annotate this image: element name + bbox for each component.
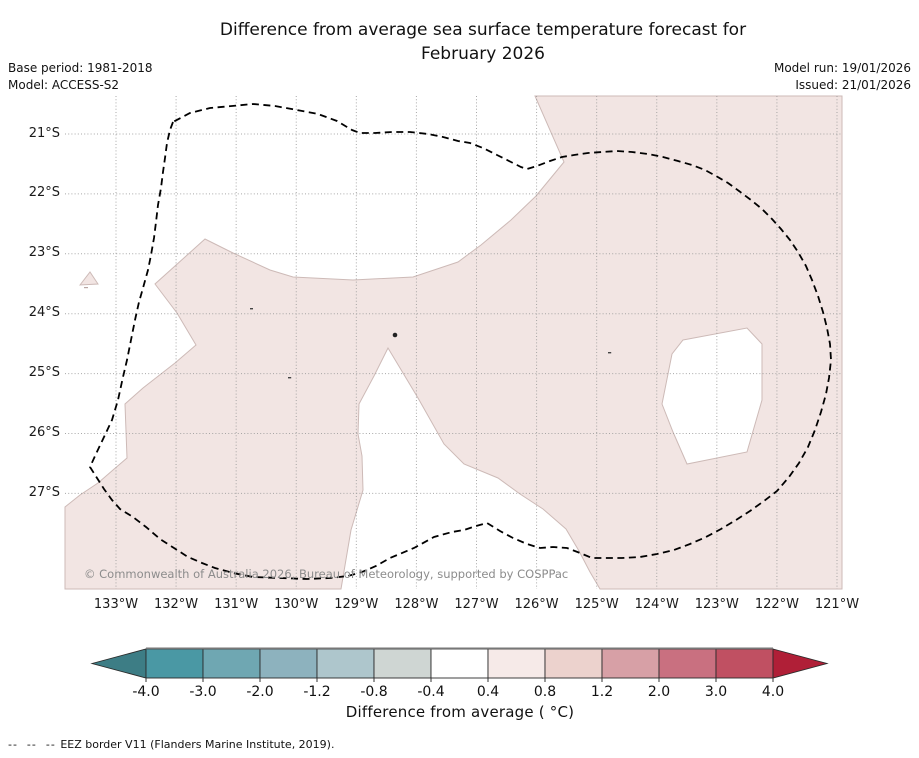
colorbar-title: Difference from average ( °C) xyxy=(345,703,575,721)
colorbar-cell xyxy=(202,648,261,679)
lat-tick-label: 24°S xyxy=(28,305,60,321)
page-title-line1: Difference from average sea surface temp… xyxy=(219,20,747,40)
colorbar-right-arrow xyxy=(772,648,829,679)
colorbar-tick-label: -4.0 xyxy=(132,684,159,700)
run-metadata-left: Base period: 1981-2018 Model: ACCESS-S2 xyxy=(8,60,153,94)
colorbar-tick-label: 1.2 xyxy=(591,684,613,700)
colorbar-tick-label: -0.8 xyxy=(360,684,387,700)
eez-border-line xyxy=(88,103,832,580)
contour-speck xyxy=(392,332,398,338)
model-label: Model: ACCESS-S2 xyxy=(8,78,120,92)
colorbar-tick-label: -3.0 xyxy=(189,684,216,700)
lat-tick-label: 25°S xyxy=(28,365,60,381)
contour-speck xyxy=(288,377,292,379)
anomaly-band-small-triangle xyxy=(78,271,99,286)
colorbar-tick-label: 3.0 xyxy=(705,684,727,700)
contour-speck xyxy=(84,287,88,289)
colorbar-tick-label: 0.4 xyxy=(477,684,499,700)
colorbar-ticks: -4.0 -3.0 -2.0 -1.2 -0.8 -0.4 0.4 0.8 1.2 2.0 3.0 4… xyxy=(132,678,784,700)
model-run-label: Model run: 19/01/2026 xyxy=(773,61,911,75)
colorbar-cell xyxy=(544,648,603,679)
lat-tick-label: 26°S xyxy=(28,425,60,440)
colorbar-tick-label: 4.0 xyxy=(762,684,784,700)
sst-anomaly-map: © Commonwealth of Australia 2026, Bureau… xyxy=(64,95,843,590)
colorbar-cell xyxy=(430,648,489,679)
eez-footnote: -- -- -- EEZ border V11 (Flanders Marine… xyxy=(8,738,334,751)
lon-tick-label: 121°W xyxy=(814,597,860,612)
copyright-text: © Commonwealth of Australia 2026, Bureau… xyxy=(84,567,568,581)
lon-tick-label: 133°W xyxy=(93,597,139,612)
page-title-line2: February 2026 xyxy=(421,43,545,64)
colorbar-tick-label: 2.0 xyxy=(648,684,670,700)
colorbar-cells xyxy=(145,648,774,679)
contour-speck xyxy=(250,308,253,310)
page-title: Difference from average sea surface temp… xyxy=(47,19,919,66)
colorbar-cell xyxy=(145,648,204,679)
issued-label: Issued: 21/01/2026 xyxy=(795,78,911,92)
colorbar: -4.0 -3.0 -2.0 -1.2 -0.8 -0.4 0.4 0.8 1.2 2.0 3.0 4… xyxy=(90,647,829,700)
colorbar-cell xyxy=(487,648,546,679)
colorbar-cell xyxy=(601,648,660,679)
colorbar-cell xyxy=(316,648,375,679)
colorbar-cell xyxy=(259,648,318,679)
lon-tick-label: 132°W xyxy=(153,597,199,612)
colorbar-tick-label: -2.0 xyxy=(246,684,273,700)
base-period-label: Base period: 1981-2018 xyxy=(8,61,153,75)
lon-tick-label: 131°W xyxy=(214,597,259,612)
lon-tick-label: 127°W xyxy=(454,597,499,612)
colorbar-cell xyxy=(658,648,717,679)
colorbar-tick-label: -0.4 xyxy=(417,684,444,700)
colorbar-left-arrow xyxy=(90,648,147,679)
colorbar-tick-label: 0.8 xyxy=(534,684,556,700)
lon-tick-label: 126°W xyxy=(514,597,559,612)
lat-tick-label: 27°S xyxy=(28,484,60,500)
lon-tick-label: 129°W xyxy=(334,597,379,612)
lon-tick-label: 123°W xyxy=(694,597,739,612)
colorbar-cell xyxy=(715,648,774,679)
lat-tick-label: 21°S xyxy=(28,125,60,141)
lat-tick-label: 22°S xyxy=(28,185,60,201)
colorbar-cell xyxy=(373,648,432,679)
lon-tick-label: 128°W xyxy=(394,597,439,612)
lon-tick-label: 122°W xyxy=(754,597,799,612)
anomaly-band-main-region xyxy=(64,95,843,590)
lon-tick-label: 130°W xyxy=(274,597,319,612)
run-metadata-right: Model run: 19/01/2026 Issued: 21/01/2026 xyxy=(774,60,911,94)
eez-legend-dashes: -- -- -- xyxy=(8,738,61,751)
lon-tick-label: 125°W xyxy=(574,597,619,612)
lon-tick-label: 124°W xyxy=(634,597,679,612)
colorbar-tick-label: -1.2 xyxy=(303,684,330,700)
contour-speck xyxy=(608,352,612,354)
graticule xyxy=(65,96,842,589)
eez-footnote-text: EEZ border V11 (Flanders Marine Institut… xyxy=(60,738,335,751)
lat-tick-label: 23°S xyxy=(28,245,60,261)
